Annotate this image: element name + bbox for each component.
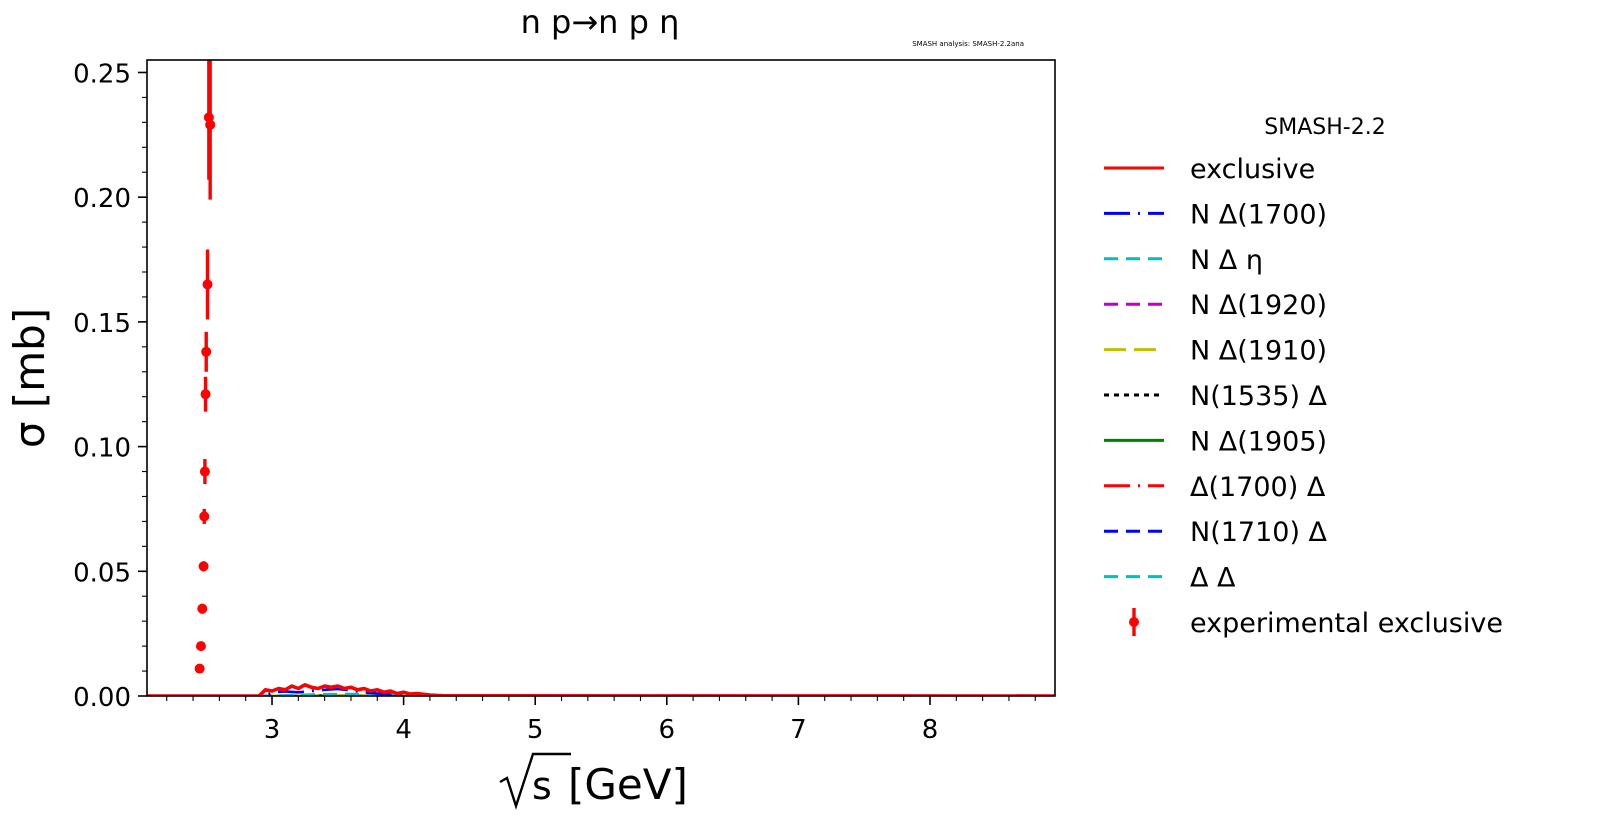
x-tick-label: 4 bbox=[395, 715, 412, 745]
x-axis-label: s [GeV] bbox=[499, 752, 688, 810]
legend-label-: Δ Δ bbox=[1190, 563, 1236, 594]
y-tick-label: 0.15 bbox=[73, 309, 131, 339]
experimental-point bbox=[205, 119, 216, 130]
plot-area bbox=[147, 60, 1055, 696]
x-tick-label: 3 bbox=[264, 715, 281, 745]
legend-label-n-1905: N Δ(1905) bbox=[1190, 426, 1327, 457]
legend-label-n-1710: N(1710) Δ bbox=[1190, 517, 1328, 548]
y-tick-label: 0.25 bbox=[73, 59, 131, 89]
y-tick-label: 0.00 bbox=[73, 683, 131, 713]
x-axis-label-unit: [GeV] bbox=[568, 760, 688, 809]
legend-label-n-1700: N Δ(1700) bbox=[1190, 199, 1327, 230]
analysis-watermark: SMASH analysis: SMASH-2.2ana bbox=[912, 40, 1024, 48]
legend-swatch-experimental-point bbox=[1129, 617, 1139, 627]
experimental-point bbox=[200, 389, 211, 400]
legend-label-n-1535: N(1535) Δ bbox=[1190, 381, 1328, 412]
legend-label-n-1920: N Δ(1920) bbox=[1190, 290, 1327, 321]
x-axis-label-radicand: s bbox=[532, 764, 552, 808]
legend-label-n: N Δ η bbox=[1190, 245, 1263, 276]
sqrt-symbol bbox=[499, 752, 571, 810]
y-tick-label: 0.20 bbox=[73, 184, 131, 214]
legend-label-1700: Δ(1700) Δ bbox=[1190, 472, 1326, 503]
series-line-n bbox=[147, 692, 1055, 696]
experimental-point bbox=[197, 603, 208, 614]
experimental-point bbox=[199, 511, 210, 522]
x-tick-label: 8 bbox=[922, 715, 939, 745]
y-tick-label: 0.10 bbox=[73, 434, 131, 464]
experimental-point bbox=[199, 466, 210, 477]
plot-frame bbox=[146, 59, 1056, 697]
legend-label-exclusive: exclusive bbox=[1190, 154, 1315, 185]
experimental-point bbox=[201, 346, 212, 357]
series-line-exclusive bbox=[147, 682, 1055, 696]
legend: SMASH-2.2 exclusive N Δ(1700) N Δ η N Δ(192… bbox=[1104, 115, 1503, 639]
legend-title: SMASH-2.2 bbox=[1264, 115, 1385, 140]
x-tick-label: 5 bbox=[527, 715, 544, 745]
y-tick-label: 0.05 bbox=[73, 558, 131, 588]
series-line-n-1700 bbox=[147, 687, 1055, 696]
chart-title: n p→n p η bbox=[521, 3, 680, 41]
experimental-point bbox=[194, 663, 205, 674]
y-axis: 0.00 0.05 0.10 0.15 0.20 0.25 bbox=[73, 59, 147, 713]
legend-label-experimental-exclusive: experimental exclusive bbox=[1190, 608, 1503, 639]
x-axis: 3 4 5 6 7 8 bbox=[166, 696, 1036, 745]
experimental-point bbox=[195, 641, 206, 652]
y-axis-label: σ [mb] bbox=[5, 308, 54, 448]
experimental-point bbox=[202, 279, 213, 290]
x-tick-label: 6 bbox=[659, 715, 676, 745]
experimental-layer bbox=[194, 60, 216, 674]
legend-label-n-1910: N Δ(1910) bbox=[1190, 336, 1327, 367]
x-tick-label: 7 bbox=[790, 715, 807, 745]
experimental-point bbox=[198, 561, 209, 572]
